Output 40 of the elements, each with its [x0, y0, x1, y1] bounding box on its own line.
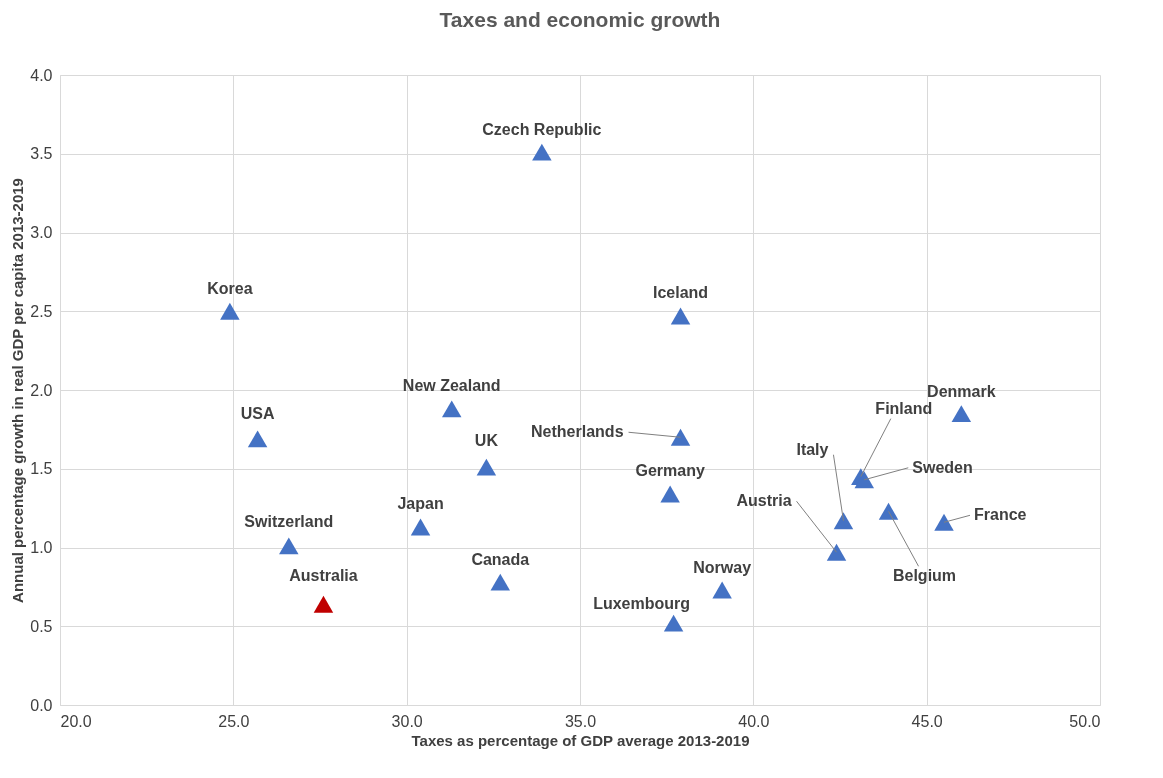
y-tick-label: 1.5	[30, 460, 53, 478]
x-tick-label: 30.0	[391, 712, 423, 730]
annotation: Czech Republic	[482, 121, 602, 139]
annotation: New Zealand	[402, 376, 501, 394]
annotation: Belgium	[892, 567, 957, 585]
annotation: Korea	[207, 280, 253, 298]
y-tick-label: 3.0	[30, 224, 53, 241]
annotation: Japan	[397, 495, 444, 513]
x-tick-label: 25.0	[218, 712, 250, 730]
y-axis-title: Annual percentage growth in real GDP per capita 2013-2019	[9, 178, 27, 603]
x-axis-title: Taxes as percentage of GDP average 2013-2019	[411, 731, 750, 749]
annotation: USA	[240, 404, 275, 422]
chart-title: Taxes and economic growth	[439, 8, 721, 31]
y-tick-label: 2.5	[30, 302, 53, 320]
y-tick-label: 3.5	[30, 145, 53, 163]
annotation: Norway	[693, 559, 752, 577]
y-tick-label: 1.0	[30, 539, 53, 556]
annotation: Luxembourg	[593, 595, 691, 613]
annotation: UK	[474, 432, 499, 450]
annotation: Canada	[471, 551, 530, 569]
annotation: Switzerland	[244, 512, 334, 530]
annotation: Germany	[635, 461, 705, 479]
y-tick-label: 4.0	[30, 66, 53, 84]
x-tick-label: 50.0	[1069, 712, 1101, 730]
annotation: Iceland	[652, 283, 709, 301]
annotation: France	[974, 506, 1027, 524]
annotation: Sweden	[912, 458, 973, 476]
annotation: Netherlands	[531, 423, 624, 441]
x-tick-label: 35.0	[564, 712, 597, 730]
annotation: Austria	[736, 492, 792, 510]
y-tick-label: 2.0	[30, 381, 53, 399]
y-tick-label: 0.0	[30, 696, 53, 714]
x-tick-label: 40.0	[738, 712, 770, 730]
annotation: Denmark	[927, 382, 996, 400]
annotation: Australia	[289, 567, 358, 585]
annotation: Italy	[796, 440, 829, 458]
annotation: Finland	[875, 399, 933, 417]
y-tick-label: 0.5	[30, 617, 53, 635]
x-tick-label: 45.0	[911, 712, 943, 730]
x-tick-label: 20.0	[60, 712, 92, 730]
